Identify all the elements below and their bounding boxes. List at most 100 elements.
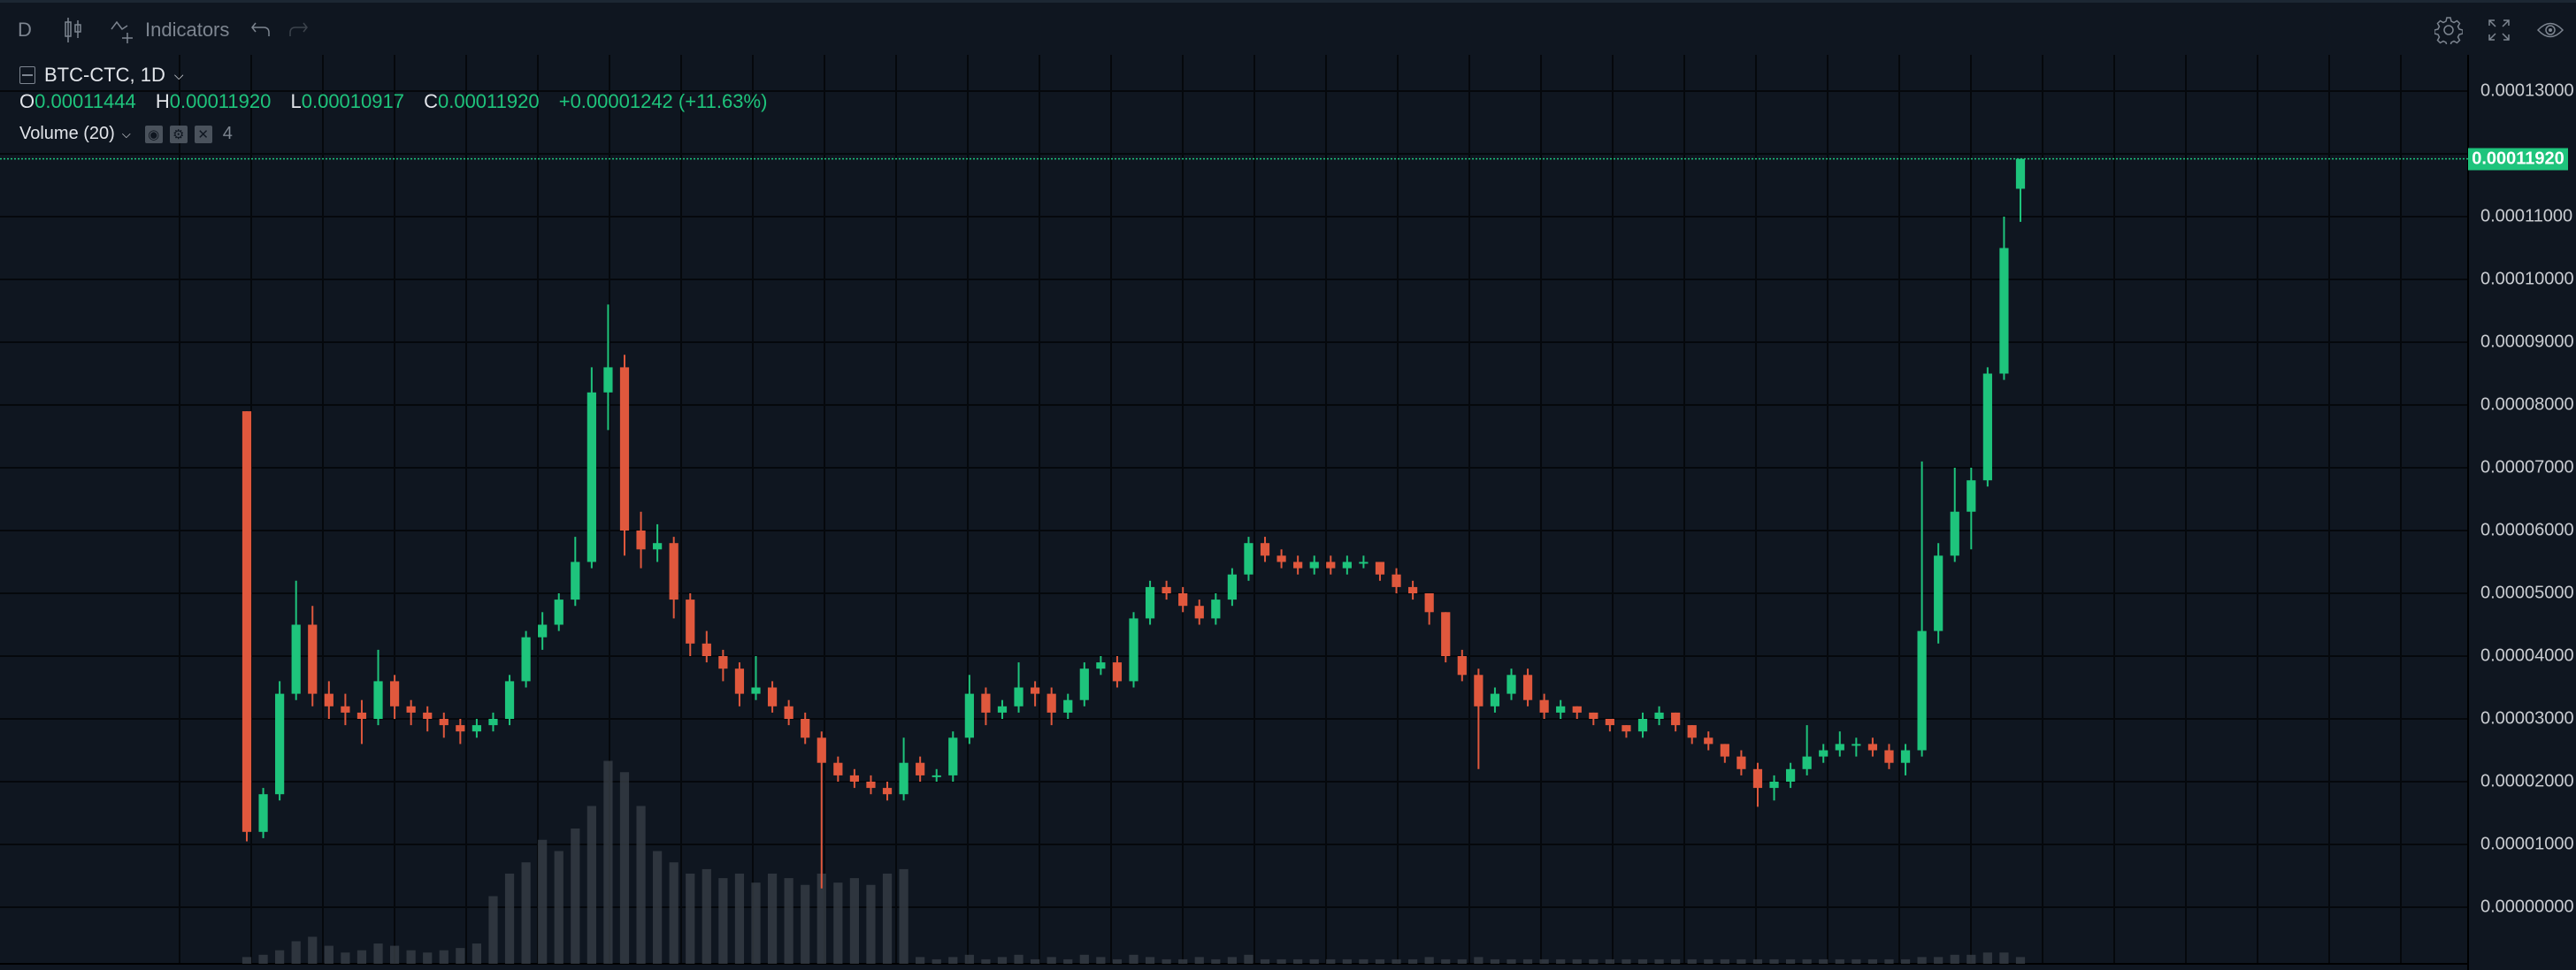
candle-up — [603, 367, 613, 393]
candle-down — [1194, 606, 1204, 619]
volume-bar — [1129, 954, 1138, 964]
candle-up — [488, 719, 498, 726]
volume-bar — [849, 878, 860, 964]
chart-type-button[interactable] — [64, 15, 83, 45]
candle-up — [1819, 750, 1828, 757]
volume-bar — [1884, 959, 1894, 964]
volume-bar — [538, 839, 548, 964]
high-key: H — [155, 90, 170, 112]
volume-bar — [1819, 959, 1828, 964]
volume-bar — [1490, 959, 1500, 964]
candle-up — [1211, 600, 1221, 619]
price-tick-label: 0.00003000 — [2480, 708, 2574, 729]
price-chart[interactable] — [0, 55, 2576, 970]
chevron-down-icon[interactable]: ⌵ — [173, 67, 184, 82]
candle-up — [1309, 561, 1319, 569]
volume-bar — [1457, 959, 1467, 964]
candle-down — [1522, 675, 1533, 700]
volume-bar — [1687, 959, 1697, 964]
volume-bar — [899, 868, 908, 964]
volume-value: 4 — [222, 124, 233, 143]
candlestick-icon — [65, 18, 81, 42]
symbol-legend: BTC-CTC, 1D ⌵ — [19, 64, 184, 87]
volume-bar — [1211, 959, 1221, 964]
volume-bar — [2015, 957, 2026, 964]
candle-up — [1999, 248, 2009, 374]
volume-bar — [1079, 954, 1089, 964]
candle-down — [1539, 699, 1549, 713]
volume-bar — [324, 945, 334, 964]
candle-up — [932, 775, 941, 777]
visibility-button[interactable] — [2537, 15, 2564, 45]
volume-bar — [784, 878, 794, 964]
hide-indicator-icon[interactable]: ◉ — [144, 125, 163, 143]
volume-bar — [1522, 959, 1533, 964]
price-tick-label: 0.00010000 — [2480, 269, 2574, 289]
candle-down — [669, 543, 678, 600]
candle-down — [702, 643, 711, 656]
symbol-title[interactable]: BTC-CTC, 1D — [44, 64, 165, 86]
volume-bar — [504, 874, 515, 964]
volume-bar — [1244, 954, 1254, 964]
volume-bar — [1342, 959, 1352, 964]
redo-button[interactable] — [288, 15, 309, 45]
volume-bar — [1375, 959, 1385, 964]
candle-up — [538, 624, 548, 638]
candle-down — [1622, 725, 1631, 732]
candle-up — [1982, 373, 1992, 481]
volume-bar — [669, 862, 678, 964]
undo-button[interactable] — [250, 15, 272, 45]
candle-up — [571, 561, 580, 600]
volume-bar — [488, 896, 498, 964]
candle-up — [1785, 768, 1796, 782]
close-value: 0.00011920 — [437, 90, 540, 112]
settings-button[interactable] — [2434, 15, 2463, 45]
candle-up — [1014, 687, 1024, 706]
undo-icon — [251, 22, 270, 36]
volume-bar — [1622, 959, 1631, 964]
open-key: O — [19, 90, 35, 112]
candle-up — [899, 762, 908, 795]
volume-bar — [686, 874, 695, 964]
candle-up — [1852, 744, 1861, 746]
volume-bar — [571, 829, 580, 964]
indicators-button[interactable]: Indicators — [110, 15, 229, 45]
collapse-icon[interactable] — [19, 66, 35, 84]
volume-bar — [275, 950, 285, 964]
candle-up — [1129, 618, 1138, 682]
volume-bar — [619, 772, 630, 964]
volume-bar — [948, 957, 958, 964]
volume-label[interactable]: Volume (20) — [19, 124, 115, 143]
volume-bar — [1506, 959, 1516, 964]
last-price-tag: 0.00011920 — [2468, 148, 2568, 171]
remove-indicator-icon[interactable]: ✕ — [194, 125, 212, 143]
candle-down — [1704, 737, 1714, 745]
volume-bar — [1145, 957, 1155, 964]
candle-up — [1490, 693, 1500, 706]
candle-up — [554, 600, 564, 625]
candle-down — [619, 367, 630, 531]
volume-bar — [308, 936, 318, 964]
price-tick-label: 0.00008000 — [2480, 394, 2574, 415]
candle-down — [1407, 586, 1418, 593]
interval-button[interactable]: D — [18, 15, 32, 45]
candle-up — [1227, 574, 1237, 600]
candle-down — [1752, 768, 1763, 789]
candle-up — [1145, 586, 1155, 619]
candle-down — [389, 681, 400, 706]
interval-label: D — [18, 19, 32, 41]
price-tick-label: 0.00002000 — [2480, 771, 2574, 791]
candle-up — [1934, 555, 1944, 631]
candle-up — [751, 687, 761, 694]
candle-up — [1342, 561, 1352, 569]
volume-bar — [1112, 959, 1123, 964]
volume-bar — [373, 943, 383, 964]
volume-bar — [472, 943, 482, 964]
candle-down — [341, 706, 350, 713]
chevron-down-icon[interactable]: ⌵ — [121, 126, 131, 141]
indicator-settings-icon[interactable]: ⚙ — [169, 125, 188, 143]
fullscreen-button[interactable] — [2488, 15, 2511, 45]
candle-down — [1392, 574, 1401, 587]
price-tick-label: 0.00000000 — [2480, 897, 2574, 917]
volume-bar — [1227, 957, 1237, 964]
